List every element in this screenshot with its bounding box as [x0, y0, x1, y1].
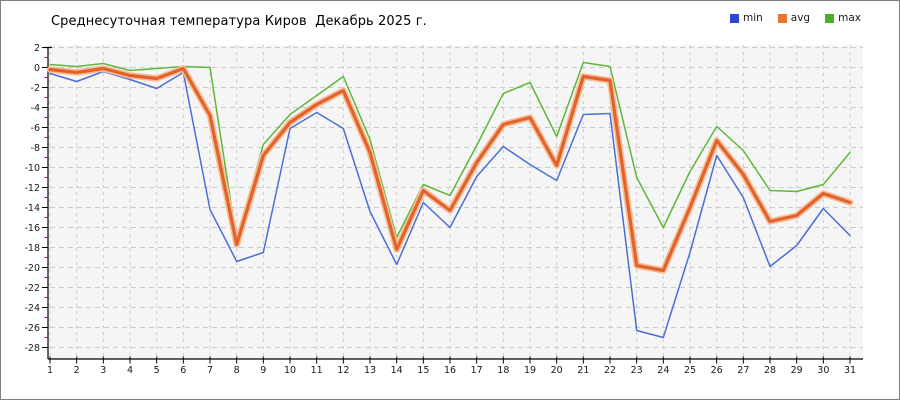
y-tick-label: -16: [24, 223, 40, 234]
y-tick-label: -8: [31, 143, 40, 154]
y-tick-label: -12: [24, 183, 40, 194]
legend-item-max[interactable]: max: [825, 12, 861, 24]
x-tick-label: 27: [737, 365, 749, 376]
chart-title: Среднесуточная температура Киров Декабрь…: [51, 14, 427, 29]
x-tick-label: 29: [791, 365, 803, 376]
legend-item-avg[interactable]: avg: [777, 12, 811, 24]
y-tick-label: -10: [24, 163, 40, 174]
legend-label: max: [838, 12, 861, 24]
legend-swatch-icon: [777, 13, 787, 23]
x-tick-label: 31: [844, 365, 856, 376]
y-tick-label: 2: [34, 43, 40, 54]
y-tick-label: -22: [24, 283, 40, 294]
x-tick-label: 8: [234, 365, 240, 376]
x-tick-label: 15: [417, 365, 429, 376]
series-line-avg: [48, 66, 852, 273]
x-tick-label: 20: [551, 365, 563, 376]
x-tick-label: 26: [711, 365, 723, 376]
x-tick-label: 5: [154, 365, 160, 376]
y-tick-label: -18: [24, 243, 40, 254]
y-tick-label: -28: [24, 343, 40, 354]
x-tick-label: 23: [631, 365, 643, 376]
legend-label: avg: [790, 12, 811, 24]
x-tick-label: 24: [657, 365, 669, 376]
x-tick-label: 19: [524, 365, 536, 376]
x-tick-label: 13: [364, 365, 376, 376]
y-tick-label: -2: [31, 83, 40, 94]
y-tick-label: -14: [24, 203, 40, 214]
x-tick-label: 1: [47, 365, 53, 376]
x-tick-label: 6: [180, 365, 186, 376]
x-tick-label: 18: [497, 365, 509, 376]
x-tick-label: 16: [444, 365, 456, 376]
x-tick-label: 14: [391, 365, 403, 376]
chart-legend: min avg max: [729, 12, 861, 24]
x-tick-label: 17: [471, 365, 483, 376]
x-tick-label: 25: [684, 365, 696, 376]
x-tick-label: 9: [260, 365, 266, 376]
legend-label: min: [742, 12, 763, 24]
y-tick-label: 0: [34, 63, 40, 74]
y-tick-label: -20: [24, 263, 40, 274]
x-tick-label: 10: [284, 365, 296, 376]
x-tick-label: 12: [337, 365, 349, 376]
legend-item-min[interactable]: min: [729, 12, 763, 24]
x-tick-label: 30: [817, 365, 829, 376]
y-tick-label: -6: [31, 123, 40, 134]
legend-swatch-icon: [825, 13, 835, 23]
y-tick-label: -26: [24, 323, 40, 334]
x-tick-label: 7: [207, 365, 213, 376]
y-tick-label: -4: [31, 103, 40, 114]
legend-swatch-icon: [729, 13, 739, 23]
x-tick-label: 2: [74, 365, 80, 376]
y-tick-label: -24: [24, 303, 40, 314]
x-tick-label: 3: [100, 365, 106, 376]
x-tick-label: 22: [604, 365, 616, 376]
x-tick-label: 21: [577, 365, 589, 376]
x-tick-label: 28: [764, 365, 776, 376]
x-tick-label: 11: [311, 365, 323, 376]
x-tick-label: 4: [127, 365, 133, 376]
